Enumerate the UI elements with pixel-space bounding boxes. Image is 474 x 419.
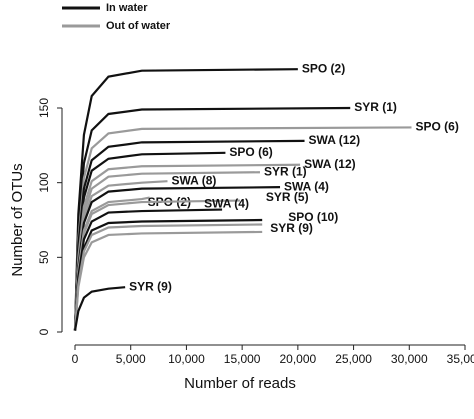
x-tick-label: 5,000 [116, 352, 146, 366]
legend-label: In water [106, 2, 148, 14]
curve-label: SWA (8) [171, 173, 216, 187]
y-axis-title: Number of OTUs [9, 163, 26, 276]
curve [73, 230, 263, 331]
y-tick-label: 150 [37, 98, 51, 118]
y-tick-label: 100 [37, 172, 51, 192]
y-tick-label: 0 [37, 328, 51, 335]
curve-label: SYR (5) [266, 190, 309, 204]
curve [73, 286, 126, 331]
x-tick-label: 30,000 [391, 352, 428, 366]
x-tick-label: 10,000 [168, 352, 205, 366]
curve-label: SYR (9) [270, 221, 313, 235]
curve-label: SWA (4) [284, 179, 329, 193]
x-tick-label: 25,000 [335, 352, 372, 366]
curve-label: SYR (9) [129, 279, 172, 293]
curve [73, 68, 298, 331]
curve-label: SWA (12) [309, 133, 361, 147]
curve-label: SPO (10) [288, 210, 338, 224]
curve-label: SPO (6) [229, 145, 272, 159]
curve-label: SYR (1) [354, 100, 397, 114]
curve-label: SWA (4) [204, 197, 249, 211]
curve-label: SYR (1) [264, 164, 307, 178]
x-axis-title: Number of reads [184, 375, 296, 392]
x-tick-label: 15,000 [224, 352, 261, 366]
curve [73, 223, 263, 331]
curve-label: SPO (6) [416, 120, 459, 134]
x-tick-label: 20,000 [280, 352, 317, 366]
curve-label: SWA (12) [304, 157, 356, 171]
legend-label: Out of water [106, 20, 171, 32]
y-tick-label: 50 [37, 250, 51, 264]
curve-label: SPO (2) [302, 61, 345, 75]
x-tick-label: 0 [72, 352, 79, 366]
x-tick-label: 35,000 [447, 352, 474, 366]
